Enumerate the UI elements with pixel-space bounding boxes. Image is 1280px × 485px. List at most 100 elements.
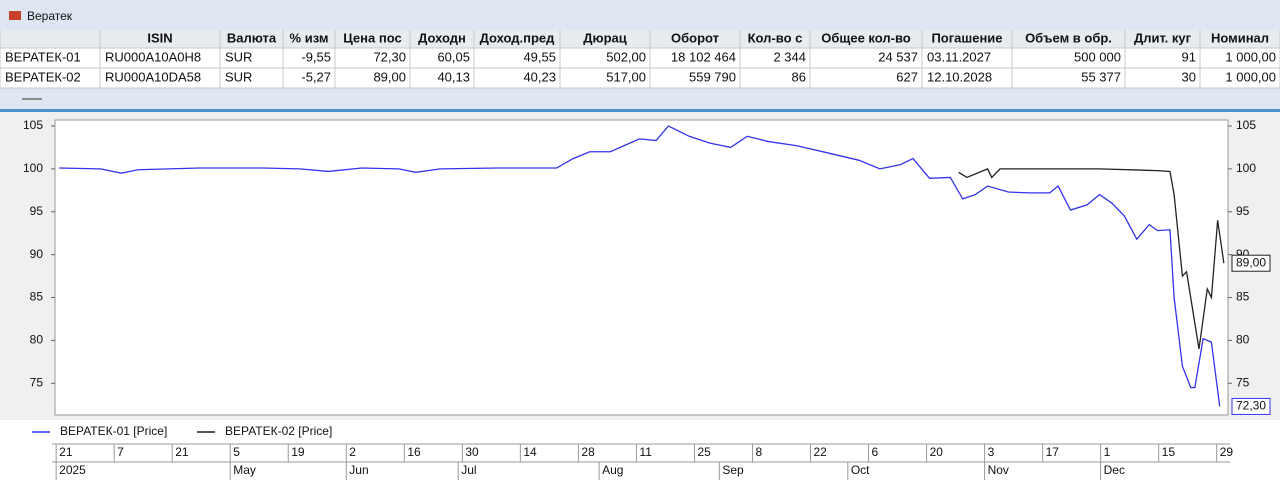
table-cell: ВЕРАТЕК-01 xyxy=(5,49,81,64)
table-cell: 18 102 464 xyxy=(671,49,736,64)
x-tick-label: 16 xyxy=(407,445,421,459)
x-tick-label: 20 xyxy=(930,445,944,459)
x-tick-label: 28 xyxy=(581,445,595,459)
table-cell: 24 537 xyxy=(878,49,918,64)
x-tick-label: 5 xyxy=(233,445,240,459)
x-tick-label: 21 xyxy=(59,445,73,459)
month-label: Jun xyxy=(349,463,368,477)
month-label: Nov xyxy=(988,463,1009,477)
table-cell: 500 000 xyxy=(1074,49,1121,64)
x-tick-label: 2 xyxy=(349,445,356,459)
x-tick-label: 14 xyxy=(523,445,537,459)
x-tick-label: 22 xyxy=(814,445,828,459)
x-tick-label: 29 xyxy=(1220,445,1234,459)
y-tick-label: 100 xyxy=(1236,161,1256,175)
y-tick-label: 80 xyxy=(30,333,44,347)
table-cell: 49,55 xyxy=(523,49,556,64)
y-tick-label: 95 xyxy=(30,204,44,218)
month-label: Dec xyxy=(1104,463,1125,477)
table-header-bg xyxy=(0,30,1280,48)
x-tick-label: 17 xyxy=(1046,445,1060,459)
column-header: Оборот xyxy=(671,30,719,45)
y-tick-label: 80 xyxy=(1236,333,1250,347)
x-tick-label: 7 xyxy=(117,445,124,459)
month-label: Jul xyxy=(461,463,476,477)
column-header: Длит. куг xyxy=(1134,30,1192,45)
column-header: Номинал xyxy=(1211,30,1269,45)
table-cell: 55 377 xyxy=(1081,69,1121,84)
table-cell: 559 790 xyxy=(689,69,736,84)
y-tick-label: 100 xyxy=(23,161,43,175)
table-cell: -5,27 xyxy=(301,69,331,84)
window-icon xyxy=(9,11,21,20)
table-cell: RU000A10A0H8 xyxy=(105,49,201,64)
table-cell: 2 344 xyxy=(773,49,806,64)
x-tick-label: 3 xyxy=(988,445,995,459)
column-header: Доход.пред xyxy=(480,30,556,45)
last-value-box xyxy=(1231,254,1271,272)
column-header: Валюта xyxy=(227,30,277,45)
x-tick-label: 15 xyxy=(1162,445,1176,459)
last-value-label: 89,00 xyxy=(1236,255,1266,269)
column-header: Погашение xyxy=(931,30,1002,45)
y-tick-label: 75 xyxy=(30,375,44,389)
legend-label: ВЕРАТЕК-01 [Price] xyxy=(60,424,167,438)
table-cell: 91 xyxy=(1182,49,1196,64)
x-tick-label: 6 xyxy=(872,445,879,459)
y-tick-label: 85 xyxy=(30,290,44,304)
table-cell: SUR xyxy=(225,69,252,84)
table-cell: 86 xyxy=(792,69,806,84)
table-cell: 72,30 xyxy=(373,49,406,64)
table-cell: 03.11.2027 xyxy=(927,49,991,64)
table-cell: -9,55 xyxy=(301,49,331,64)
x-tick-label: 30 xyxy=(465,445,479,459)
table-cell: SUR xyxy=(225,49,252,64)
table-cell: 40,23 xyxy=(523,69,556,84)
month-label: Oct xyxy=(851,463,870,477)
table-cell: 627 xyxy=(896,69,918,84)
x-tick-label: 19 xyxy=(291,445,305,459)
column-header: Общее кол-во xyxy=(821,30,911,45)
x-tick-label: 11 xyxy=(639,445,652,459)
column-header: % изм xyxy=(290,30,329,45)
x-tick-label: 8 xyxy=(755,445,762,459)
column-header: Цена пос xyxy=(343,30,401,45)
table-cell: 517,00 xyxy=(606,69,646,84)
table-cell: 60,05 xyxy=(437,49,470,64)
table-cell: 1 000,00 xyxy=(1225,49,1276,64)
y-tick-label: 105 xyxy=(1236,118,1256,132)
table-cell: 30 xyxy=(1182,69,1196,84)
x-tick-label: 25 xyxy=(697,445,711,459)
last-value-label: 72,30 xyxy=(1236,399,1266,413)
table-cell: 12.10.2028 xyxy=(927,69,992,84)
price-line xyxy=(59,125,1221,407)
month-label: May xyxy=(233,463,256,477)
plot-area xyxy=(54,119,1229,416)
column-header: Кол-во с xyxy=(748,30,803,45)
table-cell: ВЕРАТЕК-02 xyxy=(5,69,81,84)
y-tick-label: 95 xyxy=(1236,204,1250,218)
legend-axis-bg xyxy=(0,420,1280,480)
legend-label: ВЕРАТЕК-02 [Price] xyxy=(225,424,332,438)
x-tick-label: 1 xyxy=(1104,445,1111,459)
column-header: Дюрац xyxy=(583,30,627,45)
table-cell: RU000A10DA58 xyxy=(105,69,201,84)
y-tick-label: 75 xyxy=(1236,375,1250,389)
y-tick-label: 85 xyxy=(1236,290,1250,304)
y-tick-label: 90 xyxy=(30,247,44,261)
month-label: 2025 xyxy=(59,463,86,477)
table-cell: 1 000,00 xyxy=(1225,69,1276,84)
month-label: Aug xyxy=(602,463,623,477)
column-header: Объем в обр. xyxy=(1025,30,1112,45)
column-header: ISIN xyxy=(147,30,172,45)
y-tick-label: 105 xyxy=(23,118,43,132)
table-cell: 502,00 xyxy=(606,49,646,64)
column-header: Доходн xyxy=(418,30,466,45)
window-title: Вератек xyxy=(27,9,73,23)
month-label: Sep xyxy=(722,463,744,477)
last-value-box xyxy=(1231,397,1271,415)
separator xyxy=(0,109,1280,112)
table-cell: 89,00 xyxy=(373,69,406,84)
